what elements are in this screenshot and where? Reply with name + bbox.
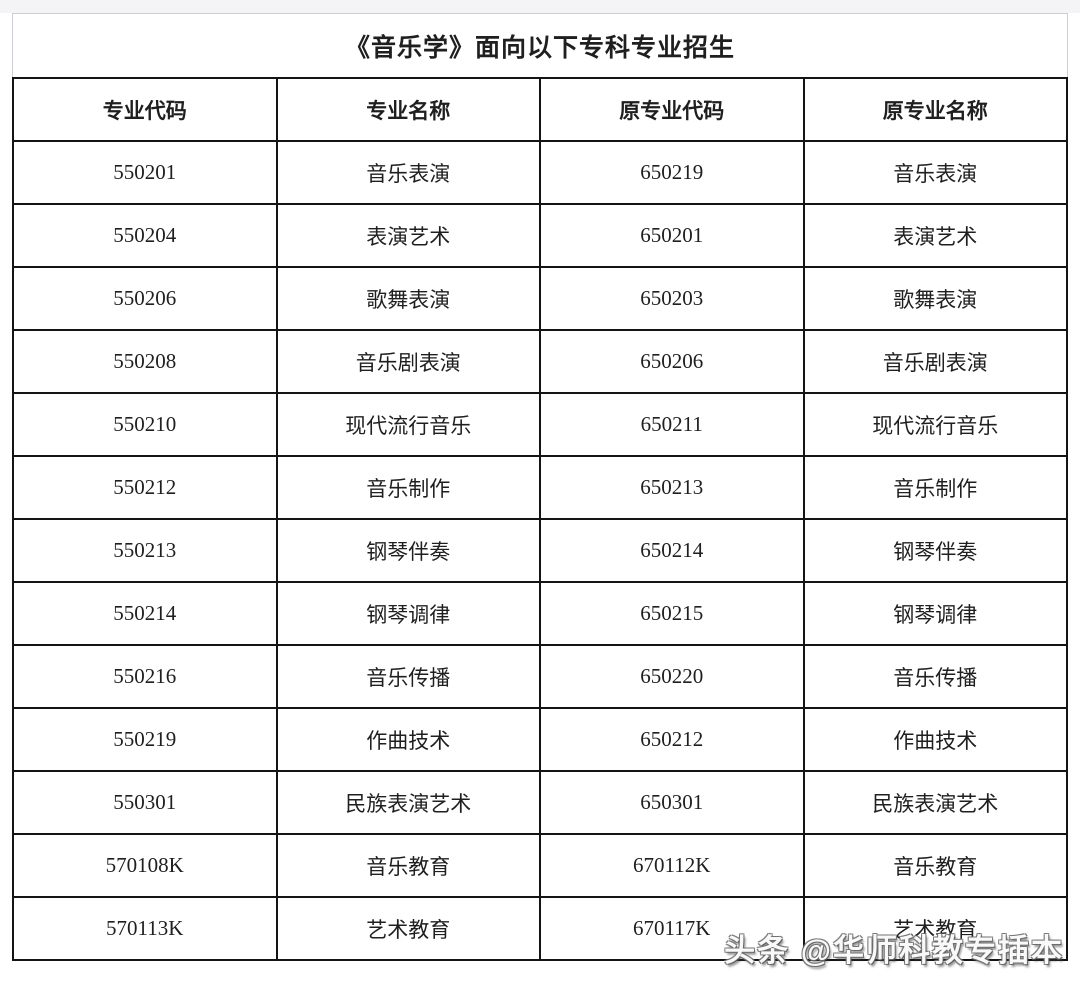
table-row: 550213 钢琴伴奏 650214 钢琴伴奏 — [12, 518, 1068, 583]
header-row: 专业代码 专业名称 原专业代码 原专业名称 — [12, 77, 1068, 142]
table-row: 550219 作曲技术 650212 作曲技术 — [12, 707, 1068, 772]
table-cell: 550204 — [12, 203, 278, 268]
column-header: 原专业名称 — [802, 77, 1068, 142]
table-cell: 作曲技术 — [275, 707, 541, 772]
table-cell: 现代流行音乐 — [275, 392, 541, 457]
table-title: 《音乐学》面向以下专科专业招生 — [12, 13, 1068, 77]
table-row: 550206 歌舞表演 650203 歌舞表演 — [12, 266, 1068, 331]
table-cell: 表演艺术 — [802, 203, 1068, 268]
table-row: 550208 音乐剧表演 650206 音乐剧表演 — [12, 329, 1068, 394]
table-cell: 650203 — [539, 266, 805, 331]
table-row: 570108K 音乐教育 670112K 音乐教育 — [12, 833, 1068, 898]
table-cell: 歌舞表演 — [275, 266, 541, 331]
table-cell: 艺术教育 — [802, 896, 1068, 961]
table-row: 550201 音乐表演 650219 音乐表演 — [12, 140, 1068, 205]
table-cell: 550216 — [12, 644, 278, 709]
table-cell: 650213 — [539, 455, 805, 520]
column-header: 专业名称 — [275, 77, 541, 142]
table-cell: 歌舞表演 — [802, 266, 1068, 331]
table-row: 550214 钢琴调律 650215 钢琴调律 — [12, 581, 1068, 646]
column-header: 专业代码 — [12, 77, 278, 142]
table-cell: 音乐传播 — [802, 644, 1068, 709]
table-cell: 钢琴伴奏 — [802, 518, 1068, 583]
column-header: 原专业代码 — [539, 77, 805, 142]
table-cell: 670112K — [539, 833, 805, 898]
table-cell: 550208 — [12, 329, 278, 394]
table-cell: 650206 — [539, 329, 805, 394]
table-row: 550212 音乐制作 650213 音乐制作 — [12, 455, 1068, 520]
table-cell: 550219 — [12, 707, 278, 772]
table-cell: 音乐教育 — [275, 833, 541, 898]
table-cell: 650214 — [539, 518, 805, 583]
table-cell: 550214 — [12, 581, 278, 646]
table-cell: 钢琴调律 — [802, 581, 1068, 646]
table-row: 550216 音乐传播 650220 音乐传播 — [12, 644, 1068, 709]
table-cell: 音乐教育 — [802, 833, 1068, 898]
table-cell: 民族表演艺术 — [275, 770, 541, 835]
table-cell: 音乐传播 — [275, 644, 541, 709]
table-cell: 650301 — [539, 770, 805, 835]
table-cell: 570113K — [12, 896, 278, 961]
page-top-strip — [0, 0, 1080, 13]
table-cell: 音乐表演 — [802, 140, 1068, 205]
majors-table: 专业代码 专业名称 原专业代码 原专业名称 550201 音乐表演 650219 音乐表演 5… — [12, 77, 1068, 961]
table-header: 专业代码 专业名称 原专业代码 原专业名称 — [12, 77, 1068, 142]
table-body: 550201 音乐表演 650219 音乐表演 550204 表演艺术 650201 表演艺术… — [12, 140, 1068, 961]
table-cell: 550301 — [12, 770, 278, 835]
table-cell: 艺术教育 — [275, 896, 541, 961]
table-cell: 550206 — [12, 266, 278, 331]
table-cell: 650201 — [539, 203, 805, 268]
table-cell: 550201 — [12, 140, 278, 205]
table-cell: 表演艺术 — [275, 203, 541, 268]
table-cell: 650215 — [539, 581, 805, 646]
table-cell: 550210 — [12, 392, 278, 457]
table-row: 550210 现代流行音乐 650211 现代流行音乐 — [12, 392, 1068, 457]
admission-table-sheet: 《音乐学》面向以下专科专业招生 专业代码 专业名称 原专业代码 原专业名称 55020… — [12, 13, 1068, 961]
table-cell: 550212 — [12, 455, 278, 520]
table-cell: 550213 — [12, 518, 278, 583]
table-row: 570113K 艺术教育 670117K 艺术教育 — [12, 896, 1068, 961]
table-cell: 音乐表演 — [275, 140, 541, 205]
table-cell: 570108K — [12, 833, 278, 898]
table-cell: 650220 — [539, 644, 805, 709]
table-cell: 作曲技术 — [802, 707, 1068, 772]
table-cell: 音乐制作 — [275, 455, 541, 520]
table-cell: 民族表演艺术 — [802, 770, 1068, 835]
table-cell: 音乐制作 — [802, 455, 1068, 520]
table-cell: 音乐剧表演 — [802, 329, 1068, 394]
table-cell: 650211 — [539, 392, 805, 457]
table-cell: 670117K — [539, 896, 805, 961]
table-row: 550204 表演艺术 650201 表演艺术 — [12, 203, 1068, 268]
table-row: 550301 民族表演艺术 650301 民族表演艺术 — [12, 770, 1068, 835]
table-cell: 钢琴伴奏 — [275, 518, 541, 583]
table-cell: 现代流行音乐 — [802, 392, 1068, 457]
table-cell: 钢琴调律 — [275, 581, 541, 646]
table-cell: 650219 — [539, 140, 805, 205]
table-cell: 650212 — [539, 707, 805, 772]
table-cell: 音乐剧表演 — [275, 329, 541, 394]
